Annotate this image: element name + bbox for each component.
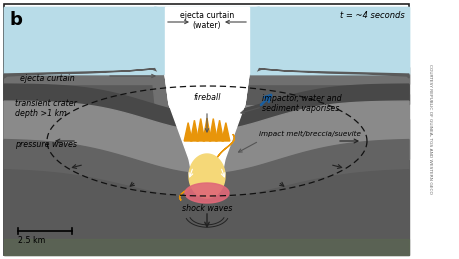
Text: fireball: fireball xyxy=(193,92,220,102)
Polygon shape xyxy=(4,74,408,104)
Text: transient crater
depth >1 km: transient crater depth >1 km xyxy=(15,99,77,118)
Text: impact melt/breccia/suevite: impact melt/breccia/suevite xyxy=(258,131,360,137)
Polygon shape xyxy=(196,119,204,141)
Polygon shape xyxy=(4,140,408,199)
Polygon shape xyxy=(4,94,408,159)
Polygon shape xyxy=(137,7,172,74)
Text: ejecta curtain: ejecta curtain xyxy=(20,74,75,83)
Polygon shape xyxy=(248,67,408,78)
Polygon shape xyxy=(209,119,217,141)
Text: impactor, water and
sediment vaporises: impactor, water and sediment vaporises xyxy=(262,94,341,113)
Polygon shape xyxy=(4,67,165,78)
Polygon shape xyxy=(241,7,276,74)
Text: t = ~4 seconds: t = ~4 seconds xyxy=(339,11,404,20)
Polygon shape xyxy=(215,120,223,141)
Polygon shape xyxy=(4,101,408,174)
Polygon shape xyxy=(187,74,248,184)
Text: COURTESY REPUBLIC OF GUINEA, TGS AND WESTERN GECO: COURTESY REPUBLIC OF GUINEA, TGS AND WES… xyxy=(427,64,431,194)
Polygon shape xyxy=(4,119,408,255)
Polygon shape xyxy=(248,7,408,74)
Bar xyxy=(4,4,408,255)
Polygon shape xyxy=(165,74,248,184)
Polygon shape xyxy=(185,183,229,203)
Polygon shape xyxy=(4,7,408,74)
Polygon shape xyxy=(184,123,192,141)
Polygon shape xyxy=(165,74,248,184)
Text: ejecta curtain
(water): ejecta curtain (water) xyxy=(179,11,234,30)
Text: b: b xyxy=(10,11,23,29)
Polygon shape xyxy=(165,74,248,184)
Polygon shape xyxy=(190,120,198,141)
Polygon shape xyxy=(151,74,219,184)
Text: shock waves: shock waves xyxy=(181,204,232,213)
Polygon shape xyxy=(221,123,230,141)
Polygon shape xyxy=(189,154,224,198)
Text: 2.5 km: 2.5 km xyxy=(18,236,45,245)
Polygon shape xyxy=(202,118,211,141)
Polygon shape xyxy=(4,239,408,255)
Polygon shape xyxy=(4,170,408,255)
Text: pressure waves: pressure waves xyxy=(15,140,77,148)
Polygon shape xyxy=(4,84,408,131)
Polygon shape xyxy=(179,134,234,200)
Polygon shape xyxy=(4,67,408,84)
Polygon shape xyxy=(4,7,165,74)
Polygon shape xyxy=(165,7,248,74)
